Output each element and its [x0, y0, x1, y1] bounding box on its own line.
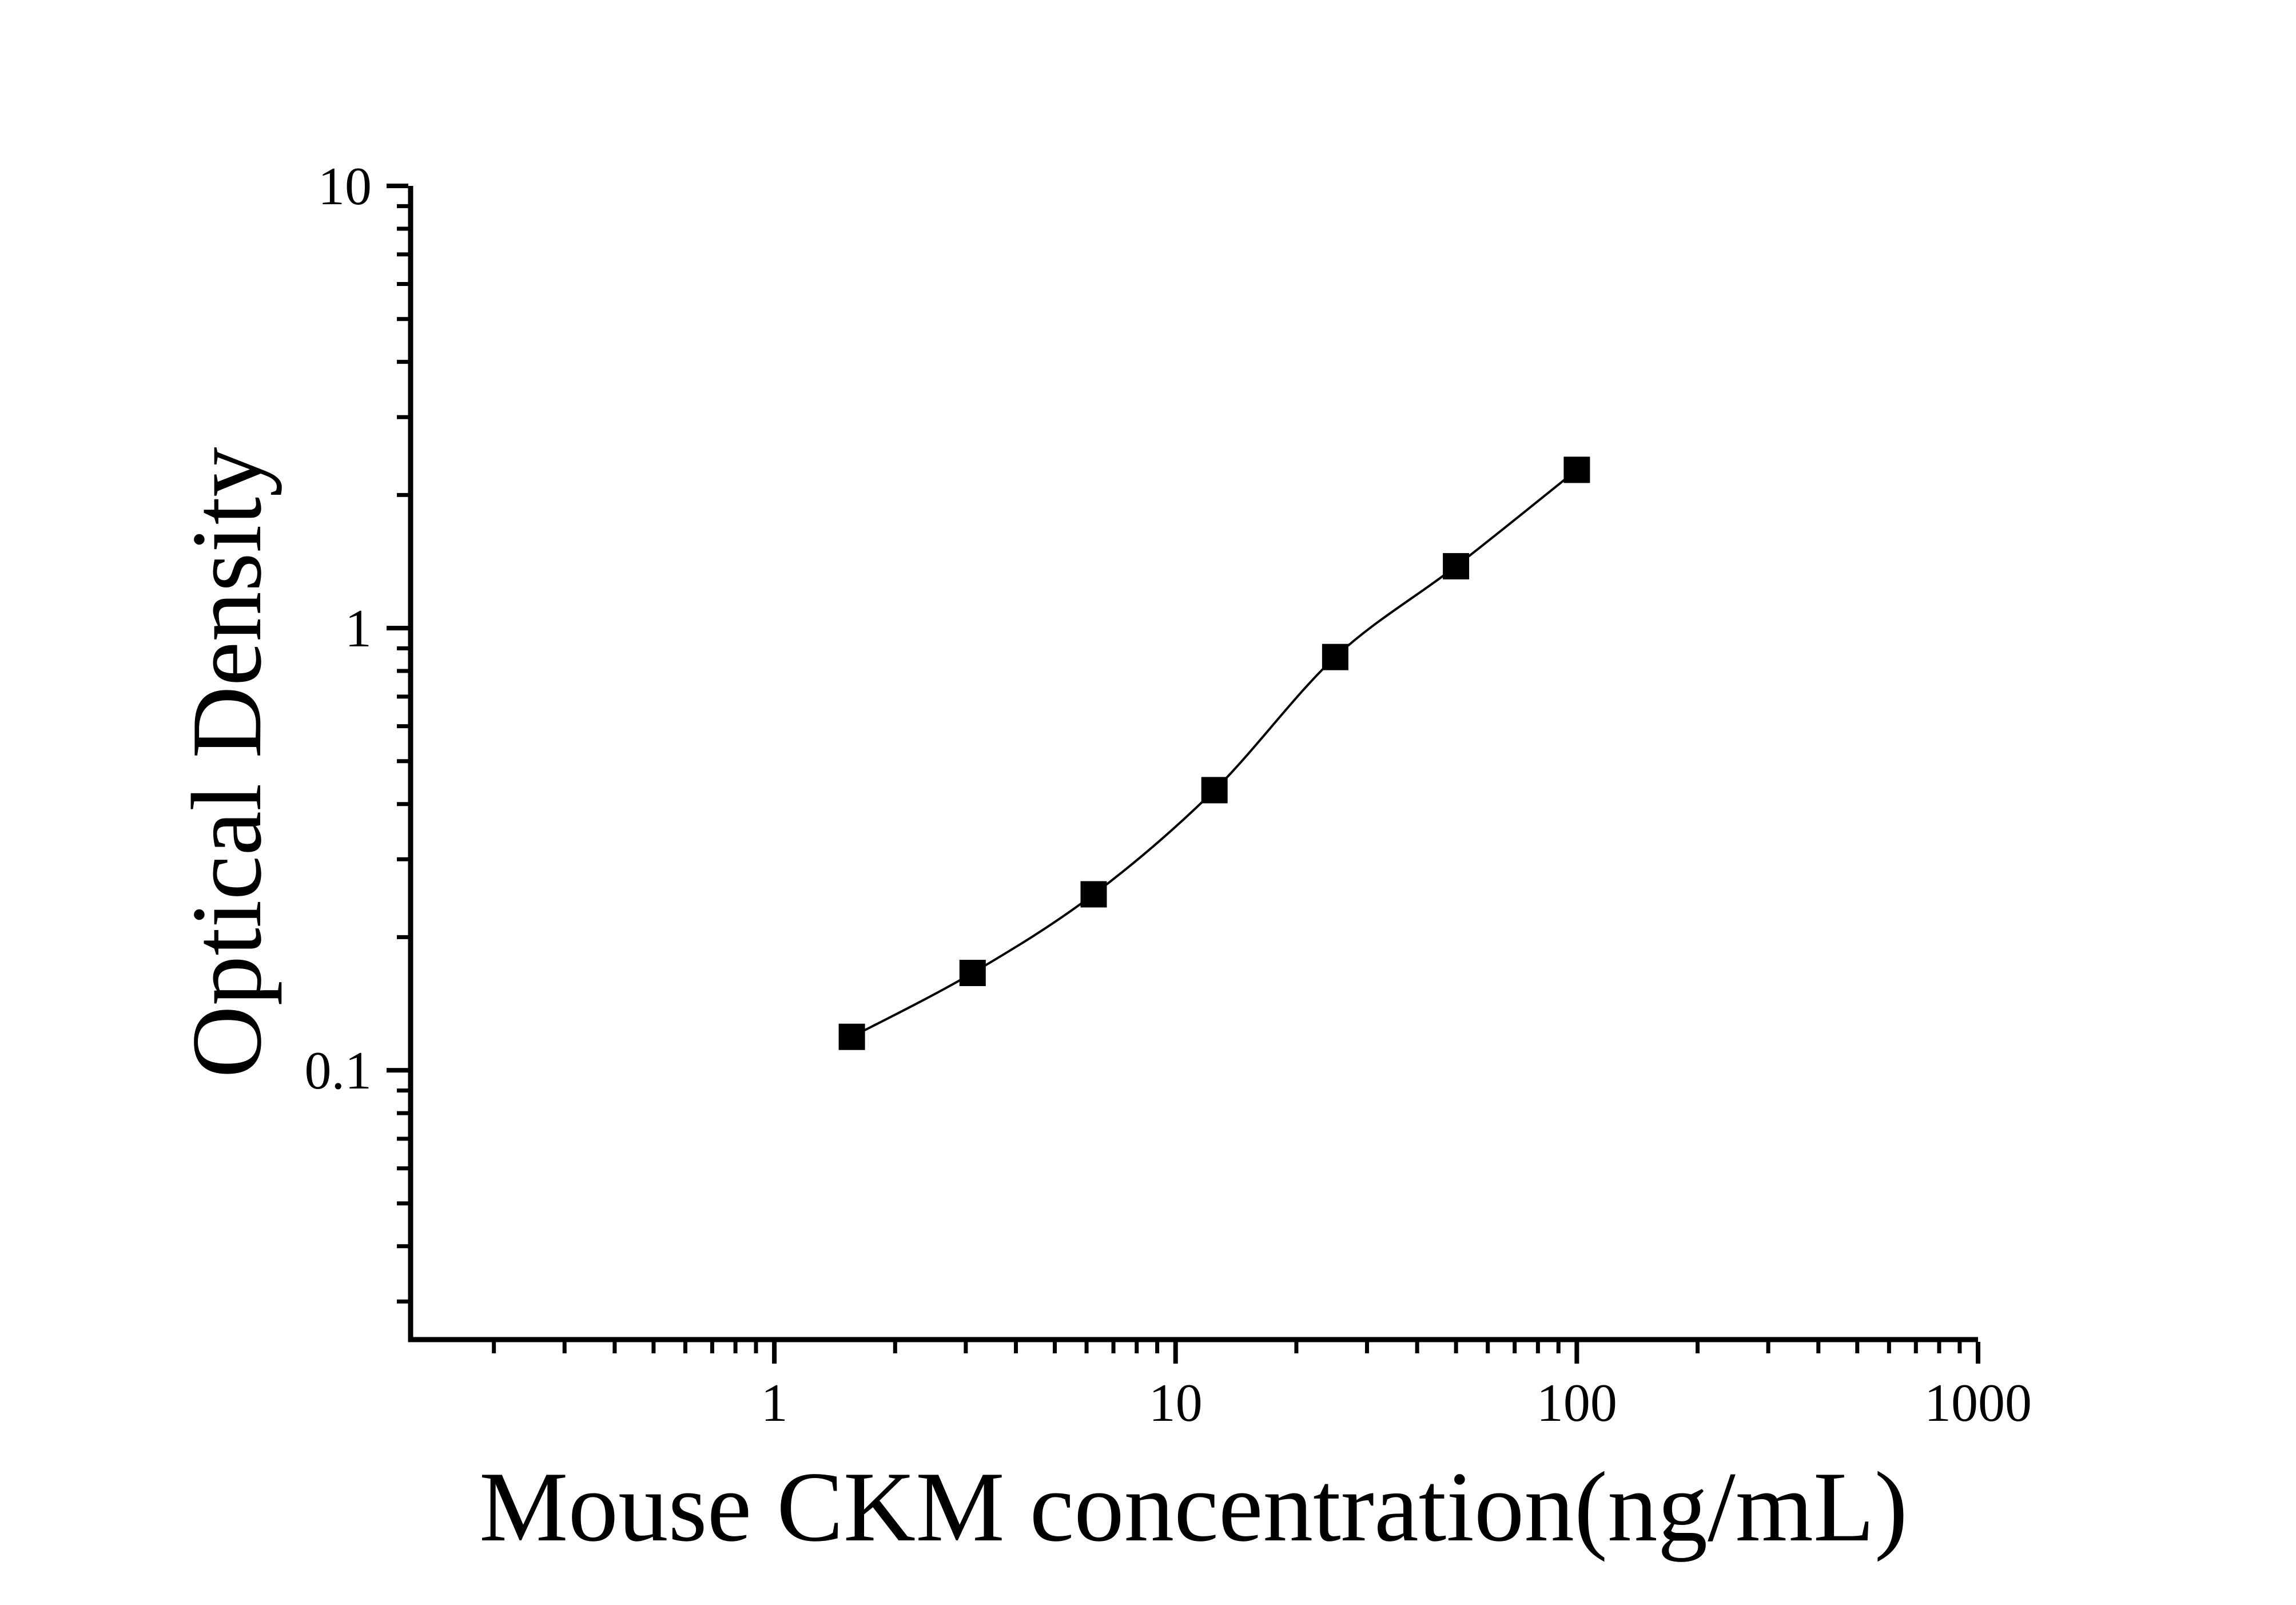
y-tick-label: 0.1 — [305, 1041, 372, 1101]
y-tick-label: 1 — [345, 599, 372, 658]
x-tick-label: 100 — [1537, 1373, 1617, 1433]
y-axis-title: Optical Density — [171, 447, 282, 1078]
x-axis-title: Mouse CKM concentration(ng/mL) — [479, 1451, 1908, 1562]
x-tick-label: 1 — [761, 1373, 788, 1433]
data-point-marker — [1443, 553, 1470, 579]
x-tick-label: 10 — [1149, 1373, 1203, 1433]
axis-spine — [408, 186, 1978, 1342]
data-point-marker — [1563, 456, 1590, 483]
axes-layer: 1 10 100 1000 10 1 0.1 — [305, 157, 2032, 1433]
data-point-marker — [838, 1023, 865, 1050]
data-point-marker — [959, 960, 986, 986]
data-point-marker — [1080, 881, 1107, 908]
y-tick-label: 10 — [318, 157, 372, 216]
data-point-marker — [1201, 777, 1228, 804]
data-point-marker — [1322, 643, 1348, 670]
series-layer — [838, 456, 1590, 1050]
x-tick-label: 1000 — [1924, 1373, 2032, 1433]
